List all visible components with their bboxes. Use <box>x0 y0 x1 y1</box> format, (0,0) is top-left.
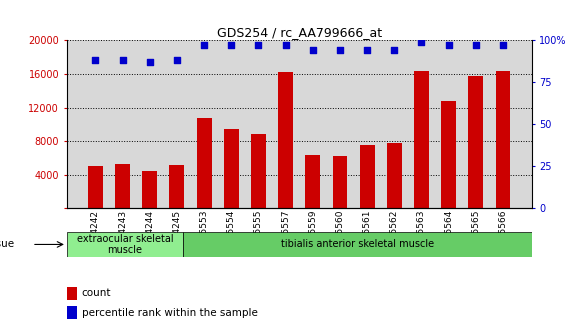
Point <box>444 43 453 48</box>
Bar <box>306 155 320 208</box>
Point <box>199 43 209 48</box>
Text: percentile rank within the sample: percentile rank within the sample <box>82 308 257 318</box>
Point <box>498 43 508 48</box>
Bar <box>360 145 375 208</box>
Bar <box>183 232 532 257</box>
Text: tissue: tissue <box>0 240 15 249</box>
Point <box>118 58 127 63</box>
Text: count: count <box>82 288 111 298</box>
Text: tibialis anterior skeletal muscle: tibialis anterior skeletal muscle <box>281 240 434 249</box>
Point <box>281 43 290 48</box>
Bar <box>387 143 402 208</box>
Bar <box>224 128 239 208</box>
Bar <box>170 165 184 208</box>
Point <box>417 39 426 45</box>
Point <box>335 48 345 53</box>
Point <box>254 43 263 48</box>
Bar <box>142 170 157 208</box>
Bar <box>67 287 77 300</box>
Point <box>173 58 182 63</box>
Bar <box>414 71 429 208</box>
Bar <box>67 306 77 319</box>
Point <box>363 48 372 53</box>
Bar <box>278 72 293 208</box>
Bar <box>468 76 483 208</box>
Bar <box>332 156 347 208</box>
Point <box>308 48 317 53</box>
Point <box>91 58 100 63</box>
Bar <box>251 134 266 208</box>
Text: extraocular skeletal
muscle: extraocular skeletal muscle <box>77 234 173 255</box>
Title: GDS254 / rc_AA799666_at: GDS254 / rc_AA799666_at <box>217 26 382 39</box>
Point <box>227 43 236 48</box>
Point <box>145 59 155 65</box>
Bar <box>115 164 130 208</box>
Bar <box>196 119 211 208</box>
Bar <box>67 232 183 257</box>
Point <box>390 48 399 53</box>
Bar <box>441 101 456 208</box>
Bar <box>496 72 511 208</box>
Bar <box>88 166 103 208</box>
Point <box>471 43 480 48</box>
